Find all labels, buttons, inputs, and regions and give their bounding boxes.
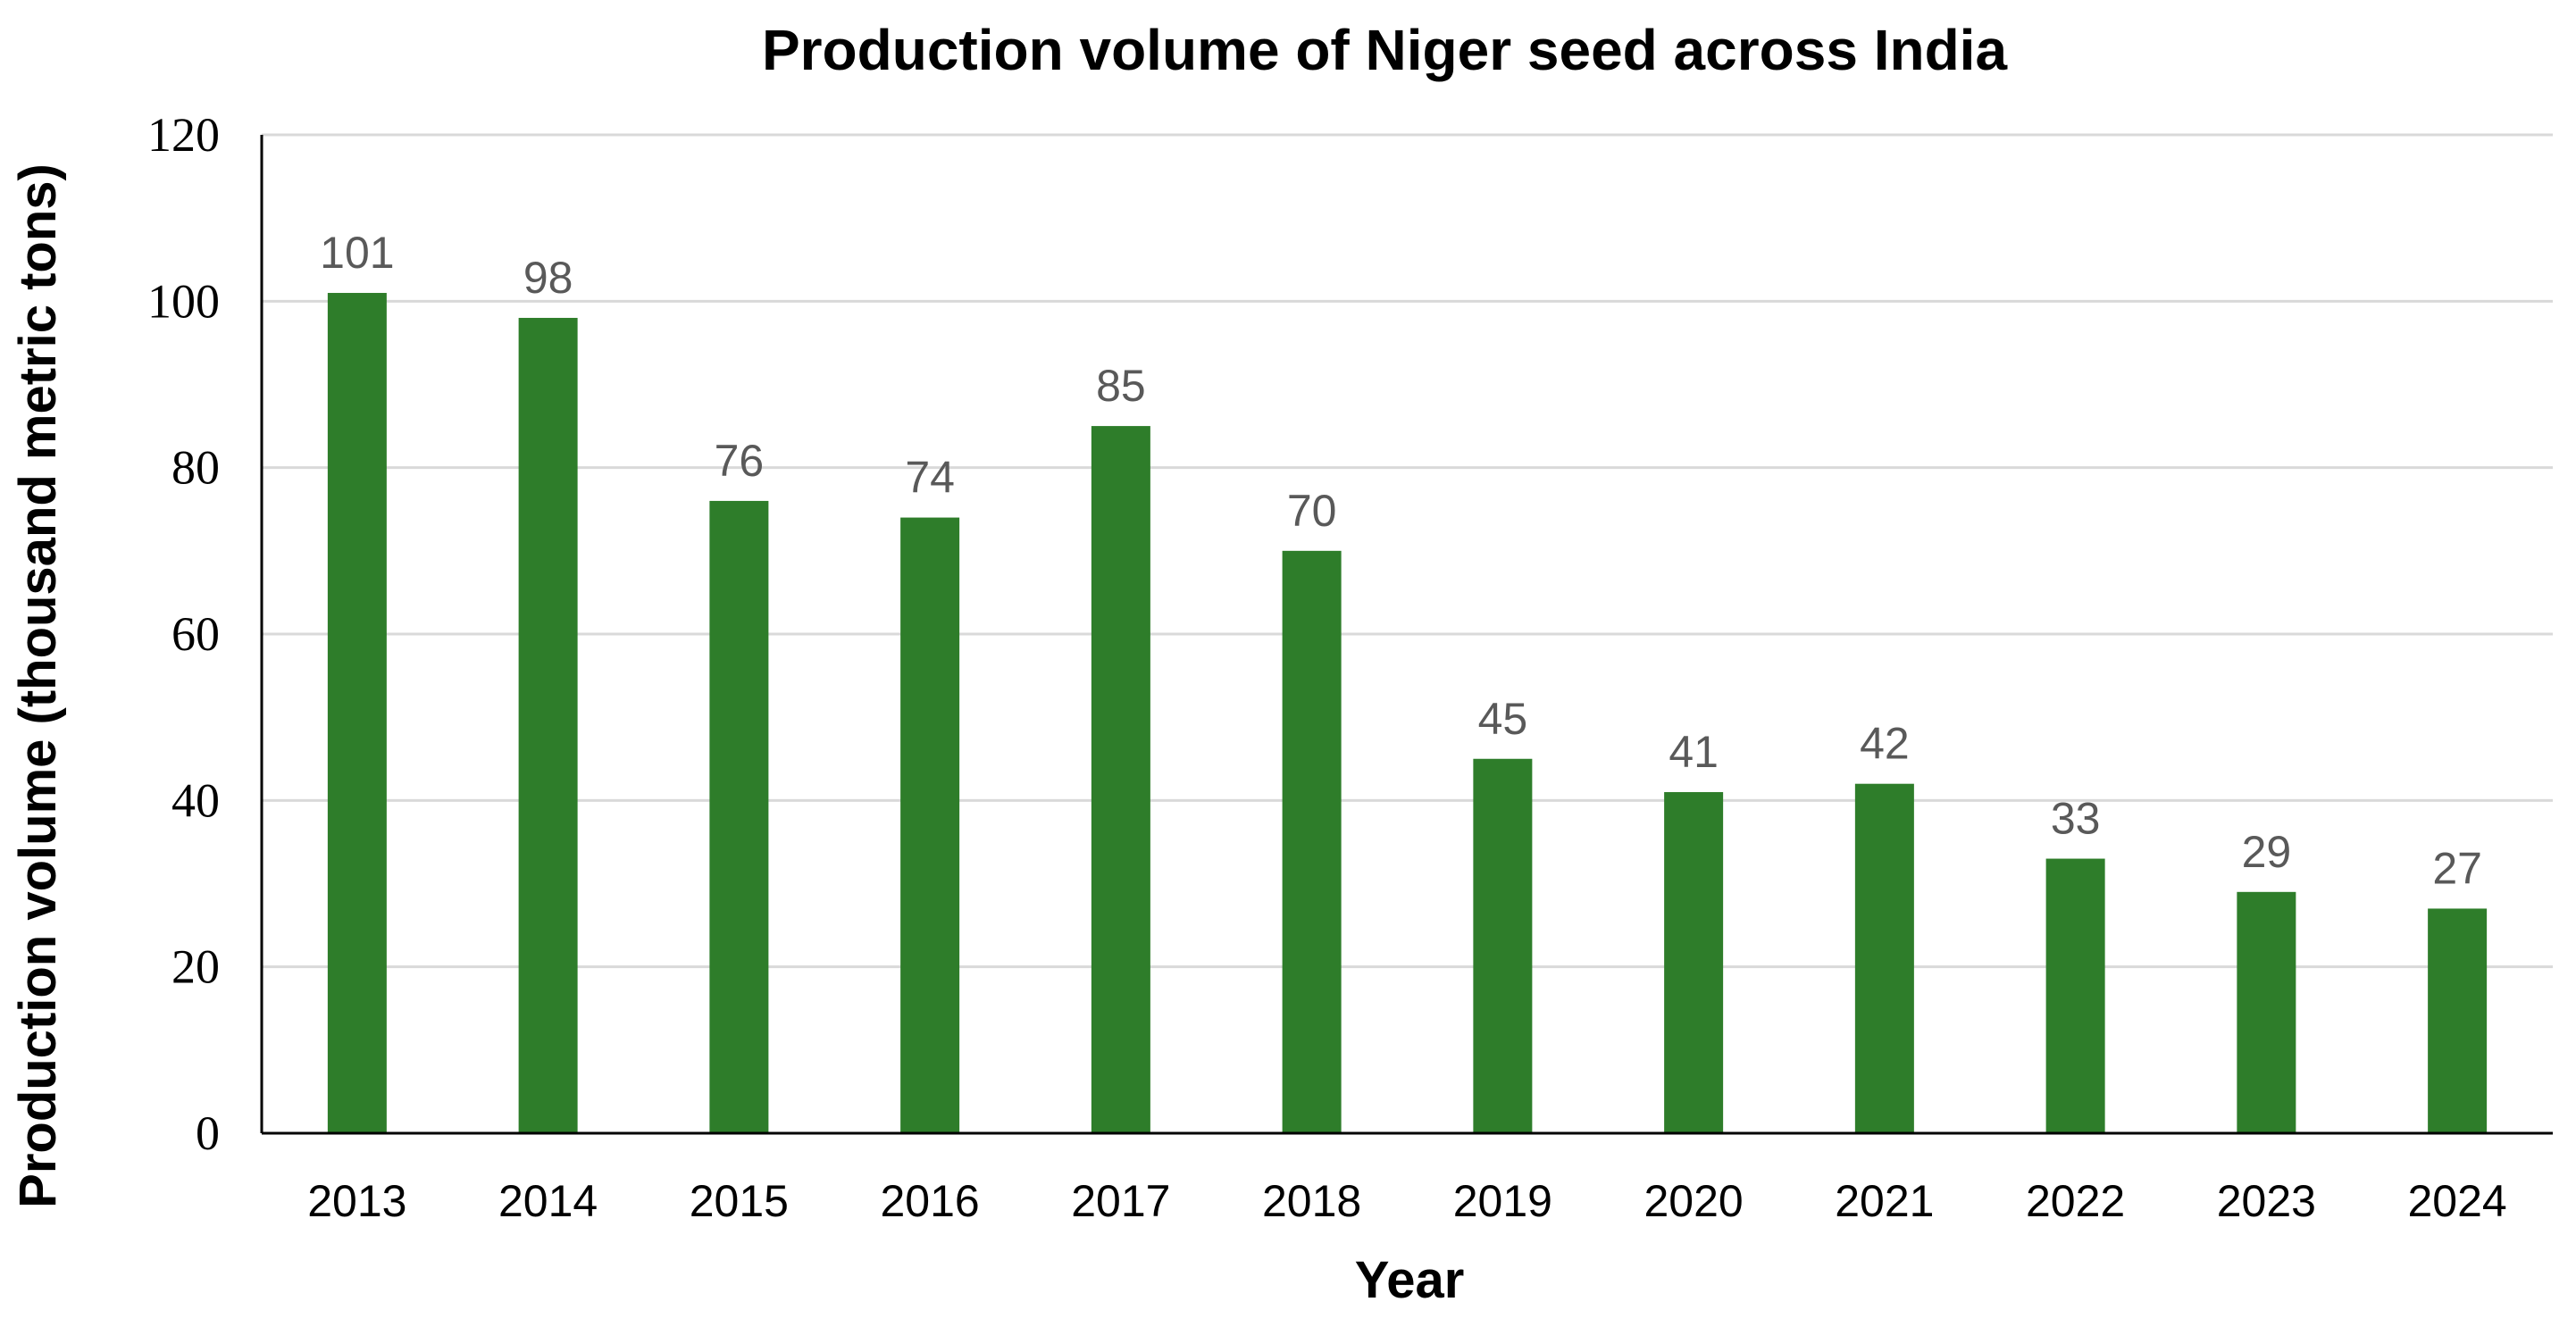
x-tick-label: 2022: [2026, 1176, 2125, 1226]
data-labels: 101 98 76 74 85 70 45 41 42 33 29 27: [320, 228, 2482, 893]
bar-2016: [900, 517, 960, 1133]
data-label-2024: 27: [2432, 843, 2482, 893]
bar-2014: [518, 317, 578, 1133]
data-label-2018: 70: [1287, 486, 1337, 536]
chart-title: Production volume of Niger seed across I…: [762, 18, 2008, 82]
x-tick-label: 2013: [307, 1176, 406, 1226]
bar-2023: [2237, 891, 2296, 1133]
bar-2019: [1473, 758, 1533, 1133]
x-tick-label: 2023: [2217, 1176, 2316, 1226]
data-label-2019: 45: [1478, 694, 1528, 744]
data-label-2016: 74: [905, 453, 955, 503]
bar-2013: [327, 293, 387, 1133]
x-tick-label: 2014: [498, 1176, 598, 1226]
x-tick-label: 2018: [1262, 1176, 1361, 1226]
y-tick-label: 20: [171, 940, 220, 994]
data-label-2023: 29: [2242, 827, 2292, 877]
bar-2022: [2045, 858, 2105, 1133]
x-tick-label: 2020: [1644, 1176, 1744, 1226]
bar-2018: [1282, 550, 1342, 1133]
x-tick-label: 2021: [1835, 1176, 1934, 1226]
bar-2017: [1091, 426, 1150, 1133]
y-tick-label: 60: [171, 607, 220, 661]
y-axis-title: Production volume (thousand metric tons): [9, 163, 67, 1208]
bars: [327, 293, 2488, 1133]
data-label-2013: 101: [320, 228, 394, 278]
bar-2024: [2428, 908, 2488, 1133]
y-tick-label: 120: [147, 108, 220, 162]
data-label-2022: 33: [2051, 794, 2101, 844]
data-label-2014: 98: [523, 253, 573, 303]
bar-2021: [1854, 783, 1914, 1133]
data-label-2021: 42: [1860, 719, 1910, 769]
x-tick-label: 2019: [1453, 1176, 1552, 1226]
x-tick-label: 2024: [2408, 1176, 2507, 1226]
bar-2015: [709, 500, 769, 1133]
data-label-2017: 85: [1096, 361, 1146, 411]
data-label-2015: 76: [715, 436, 765, 486]
bar-2020: [1664, 792, 1724, 1133]
data-label-2020: 41: [1669, 727, 1719, 777]
y-tick-label: 0: [196, 1106, 220, 1160]
x-tick-label: 2017: [1071, 1176, 1170, 1226]
y-tick-label: 40: [171, 773, 220, 827]
grid-lines: [262, 133, 2553, 969]
y-tick-label: 80: [171, 441, 220, 495]
y-axis-ticks: 0 20 40 60 80 100 120: [147, 108, 220, 1160]
x-tick-label: 2016: [881, 1176, 980, 1226]
x-axis-title: Year: [1355, 1251, 1465, 1309]
x-axis-ticks: 2013 2014 2015 2016 2017 2018 2019 2020 2021 2022…: [307, 1176, 2506, 1226]
y-tick-label: 100: [147, 274, 220, 328]
x-tick-label: 2015: [690, 1176, 789, 1226]
